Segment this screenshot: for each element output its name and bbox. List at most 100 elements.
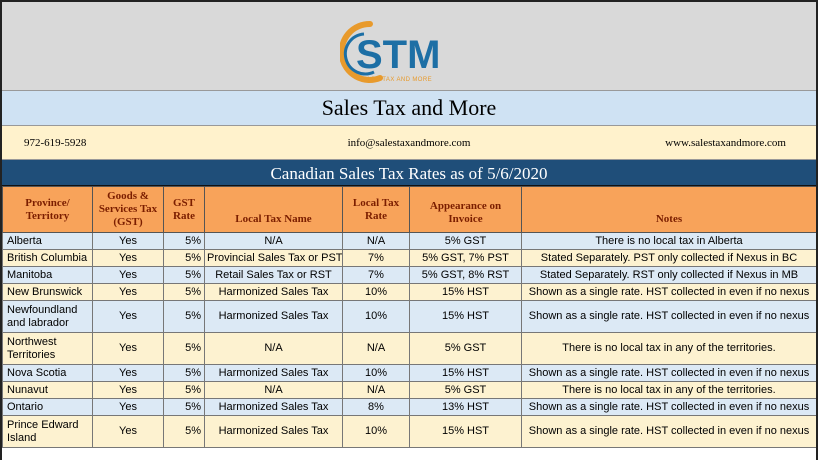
cell-appearance: 5% GST, 8% RST xyxy=(409,266,522,284)
col-header-gst-rate: GST Rate xyxy=(163,186,205,233)
col-header-notes: Notes xyxy=(521,186,816,233)
email-address: info@salestaxandmore.com xyxy=(347,137,471,149)
cell-local-tax-rate: 7% xyxy=(342,249,410,267)
cell-local-tax-name: N/A xyxy=(204,232,343,250)
col-header-local-tax-name: Local Tax Name xyxy=(204,186,343,233)
cell-appearance: 5% GST, 7% PST xyxy=(409,249,522,267)
cell-appearance: 15% HST xyxy=(409,300,522,333)
phone-number: 972-619-5928 xyxy=(24,137,87,149)
cell-gst: Yes xyxy=(92,381,164,399)
table-row: New Brunswick Yes 5% Harmonized Sales Tax 10… xyxy=(2,283,816,301)
cell-gst: Yes xyxy=(92,332,164,365)
cell-local-tax-name: Harmonized Sales Tax xyxy=(204,415,343,448)
table-title-band: Canadian Sales Tax Rates as of 5/6/2020 xyxy=(2,160,816,186)
cell-province: Nunavut xyxy=(2,381,93,399)
cell-gst: Yes xyxy=(92,398,164,416)
logo-text: STM xyxy=(356,33,440,77)
cell-local-tax-rate: 10% xyxy=(342,364,410,382)
cell-gst: Yes xyxy=(92,364,164,382)
logo-tagline: SALES TAX AND MORE xyxy=(359,77,432,83)
col-header-province: Province/ Territory xyxy=(2,186,93,233)
cell-gst-rate: 5% xyxy=(163,332,205,365)
cell-notes: Stated Separately. RST only collected if… xyxy=(521,266,816,284)
cell-gst-rate: 5% xyxy=(163,381,205,399)
contact-band: 972-619-5928 info@salestaxandmore.com ww… xyxy=(2,126,816,160)
table-row: Ontario Yes 5% Harmonized Sales Tax 8% 13% HS… xyxy=(2,398,816,416)
cell-gst-rate: 5% xyxy=(163,398,205,416)
website: www.salestaxandmore.com xyxy=(665,137,786,149)
cell-gst-rate: 5% xyxy=(163,283,205,301)
cell-gst-rate: 5% xyxy=(163,249,205,267)
cell-province: Prince Edward Island xyxy=(2,415,93,448)
cell-local-tax-name: Harmonized Sales Tax xyxy=(204,300,343,333)
cell-local-tax-name: Harmonized Sales Tax xyxy=(204,398,343,416)
cell-notes: Shown as a single rate. HST collected in… xyxy=(521,300,816,333)
cell-notes: There is no local tax in any of the terr… xyxy=(521,381,816,399)
cell-province: British Columbia xyxy=(2,249,93,267)
table-row: Newfoundland and labrador Yes 5% Harmonized… xyxy=(2,300,816,333)
cell-gst: Yes xyxy=(92,415,164,448)
header-row: Province/ Territory Goods & Services Tax… xyxy=(2,186,816,233)
cell-gst-rate: 5% xyxy=(163,364,205,382)
cell-gst: Yes xyxy=(92,232,164,250)
table-row: Prince Edward Island Yes 5% Harmonized Sale… xyxy=(2,415,816,448)
cell-notes: Shown as a single rate. HST collected in… xyxy=(521,398,816,416)
company-band: Sales Tax and More xyxy=(2,90,816,126)
col-header-appearance: Appearance on Invoice xyxy=(409,186,522,233)
cell-local-tax-name: N/A xyxy=(204,332,343,365)
cell-local-tax-rate: 10% xyxy=(342,415,410,448)
cell-province: Newfoundland and labrador xyxy=(2,300,93,333)
cell-notes: Stated Separately. PST only collected if… xyxy=(521,249,816,267)
table-row: Nova Scotia Yes 5% Harmonized Sales Tax 10% 1… xyxy=(2,364,816,382)
table-row: Alberta Yes 5% N/A N/A 5% GST There is no loca… xyxy=(2,232,816,250)
cell-notes: Shown as a single rate. HST collected in… xyxy=(521,415,816,448)
table-row: Northwest Territories Yes 5% N/A N/A 5% GST Th… xyxy=(2,332,816,365)
cell-local-tax-rate: 7% xyxy=(342,266,410,284)
cell-local-tax-name: Provincial Sales Tax or PST xyxy=(204,249,343,267)
cell-province: Alberta xyxy=(2,232,93,250)
logo-band: STM SALES TAX AND MORE xyxy=(2,2,816,90)
cell-local-tax-rate: 8% xyxy=(342,398,410,416)
cell-gst: Yes xyxy=(92,283,164,301)
col-header-local-tax-rate: Local Tax Rate xyxy=(342,186,410,233)
cell-gst-rate: 5% xyxy=(163,415,205,448)
table-row: British Columbia Yes 5% Provincial Sales Ta… xyxy=(2,249,816,267)
cell-local-tax-rate: 10% xyxy=(342,283,410,301)
cell-gst: Yes xyxy=(92,249,164,267)
cell-notes: There is no local tax in Alberta xyxy=(521,232,816,250)
cell-local-tax-name: Retail Sales Tax or RST xyxy=(204,266,343,284)
cell-gst: Yes xyxy=(92,266,164,284)
cell-appearance: 15% HST xyxy=(409,283,522,301)
cell-appearance: 13% HST xyxy=(409,398,522,416)
cell-province: Manitoba xyxy=(2,266,93,284)
cell-province: Northwest Territories xyxy=(2,332,93,365)
cell-gst: Yes xyxy=(92,300,164,333)
cell-appearance: 15% HST xyxy=(409,364,522,382)
cell-gst-rate: 5% xyxy=(163,300,205,333)
cell-province: Nova Scotia xyxy=(2,364,93,382)
col-header-gst: Goods & Services Tax (GST) xyxy=(92,186,164,233)
company-name: Sales Tax and More xyxy=(321,95,497,120)
cell-local-tax-rate: N/A xyxy=(342,232,410,250)
cell-province: Ontario xyxy=(2,398,93,416)
table-title: Canadian Sales Tax Rates as of 5/6/2020 xyxy=(270,164,548,183)
cell-gst-rate: 5% xyxy=(163,232,205,250)
cell-local-tax-name: Harmonized Sales Tax xyxy=(204,283,343,301)
cell-appearance: 5% GST xyxy=(409,332,522,365)
cell-appearance: 5% GST xyxy=(409,232,522,250)
cell-appearance: 5% GST xyxy=(409,381,522,399)
table-row: Manitoba Yes 5% Retail Sales Tax or RST 7% 5%… xyxy=(2,266,816,284)
cell-notes: Shown as a single rate. HST collected in… xyxy=(521,283,816,301)
cell-gst-rate: 5% xyxy=(163,266,205,284)
cell-local-tax-rate: N/A xyxy=(342,332,410,365)
stm-logo: STM xyxy=(340,20,440,83)
cell-notes: There is no local tax in any of the terr… xyxy=(521,332,816,365)
table-row: Nunavut Yes 5% N/A N/A 5% GST There is no loca… xyxy=(2,381,816,399)
cell-notes: Shown as a single rate. HST collected in… xyxy=(521,364,816,382)
cell-local-tax-name: Harmonized Sales Tax xyxy=(204,364,343,382)
cell-local-tax-rate: N/A xyxy=(342,381,410,399)
cell-local-tax-rate: 10% xyxy=(342,300,410,333)
tax-rates-table: Province/ Territory Goods & Services Tax… xyxy=(2,186,816,448)
cell-province: New Brunswick xyxy=(2,283,93,301)
